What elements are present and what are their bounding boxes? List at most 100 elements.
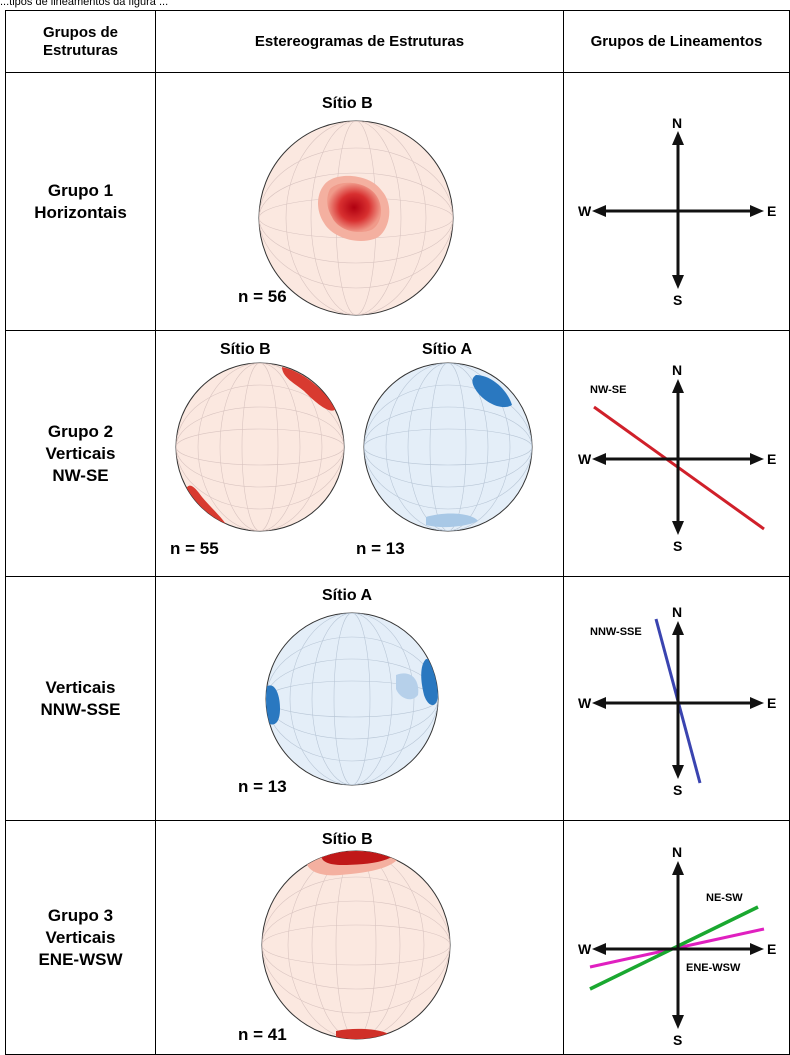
n-count: n = 56: [238, 287, 287, 306]
stereonet-grid: [364, 363, 532, 531]
header-groups-line2: Estruturas: [42, 41, 119, 59]
site-label: Sítio B: [220, 341, 271, 358]
table-row: Grupo 1 Horizontais Sítio B: [5, 72, 790, 331]
header-groups: Grupos de Estruturas: [5, 10, 156, 73]
lineament-label: ENE-WSW: [686, 962, 741, 974]
structures-table: Grupos de Estruturas Estereogramas de Es…: [5, 10, 790, 1055]
lineament-cell: N S E W NE-SW ENE-WSW: [563, 820, 790, 1055]
stereonet-circle-site-a: [363, 362, 533, 532]
n-count: n = 13: [238, 777, 287, 796]
group-label: Grupo 2: [47, 421, 114, 441]
compass-s: S: [673, 782, 682, 798]
compass-axes: [600, 387, 756, 527]
group-label: Verticais: [45, 927, 116, 947]
compass-s: S: [673, 538, 682, 554]
stereogram-plot: [258, 120, 454, 316]
n-count: n = 41: [238, 1025, 287, 1044]
lineament-cell: N S E W NW-SE: [563, 330, 790, 577]
stereonet-grid: [262, 851, 450, 1039]
east-arrow-icon: [750, 453, 764, 465]
compass-n: N: [672, 115, 682, 131]
stereogram-plot: [265, 612, 439, 786]
compass-w: W: [578, 695, 592, 711]
north-arrow-icon: [672, 379, 684, 393]
group-label: Grupo 3: [47, 905, 114, 925]
lineament-label: NE-SW: [706, 892, 743, 904]
density-contour: [186, 485, 230, 531]
density-contour: [266, 685, 280, 725]
header-groups-line1: Grupos de: [42, 23, 118, 41]
compass-diagram: N S E W NNW-SSE: [578, 604, 776, 798]
group-label: Grupo 1: [47, 180, 114, 200]
n-count: n = 55: [170, 539, 219, 558]
header-lineaments-label: Grupos de Lineamentos: [590, 32, 763, 50]
group-cell: Grupo 3 Verticais ENE-WSW: [5, 820, 156, 1055]
compass-w: W: [578, 451, 592, 467]
lineament-label: NW-SE: [590, 384, 626, 396]
compass-axes: [600, 139, 756, 281]
stereonet-grid: [266, 613, 438, 785]
west-arrow-icon: [592, 205, 606, 217]
density-contour: [426, 513, 478, 528]
east-arrow-icon: [750, 943, 764, 955]
group-label: Verticais: [45, 677, 116, 697]
group-label: ENE-WSW: [38, 949, 123, 969]
table-row: Verticais NNW-SSE Sítio A n = 13: [5, 576, 790, 821]
group-cell: Verticais NNW-SSE: [5, 576, 156, 821]
compass-diagram: N S E W: [578, 115, 776, 308]
density-contour-core: [327, 182, 382, 233]
lineament-cell: N S E W NNW-SSE: [563, 576, 790, 821]
compass-s: S: [673, 292, 682, 308]
east-arrow-icon: [750, 697, 764, 709]
north-arrow-icon: [672, 131, 684, 145]
stereogram-cell: Sítio A n = 13: [155, 576, 564, 821]
compass-n: N: [672, 844, 682, 860]
stereonet-circle: [265, 612, 439, 786]
west-arrow-icon: [592, 697, 606, 709]
site-label: Sítio A: [322, 587, 373, 604]
figure-caption: ...tipos de lineamentos da figura ...: [0, 0, 169, 8]
header-lineaments: Grupos de Lineamentos: [563, 10, 790, 73]
site-label: Sítio B: [322, 95, 373, 112]
lineament-cell: N S E W: [563, 72, 790, 331]
group-cell: Grupo 1 Horizontais: [5, 72, 156, 331]
compass-e: E: [767, 941, 776, 957]
site-label: Sítio B: [322, 831, 373, 848]
compass-diagram: N S E W NW-SE: [578, 362, 776, 554]
compass-axes: [600, 629, 756, 771]
density-contour: [282, 367, 336, 411]
south-arrow-icon: [672, 521, 684, 535]
compass-e: E: [767, 451, 776, 467]
group-label: Verticais: [45, 443, 116, 463]
table-row: Grupo 3 Verticais ENE-WSW Sítio B n = 41: [5, 820, 790, 1055]
density-contour: [472, 375, 512, 408]
compass-e: E: [767, 203, 776, 219]
compass-n: N: [672, 604, 682, 620]
density-contour: [396, 673, 419, 700]
header-stereograms: Estereogramas de Estruturas: [155, 10, 564, 73]
density-contour-core: [321, 851, 394, 865]
stereonet-grid: [176, 363, 344, 531]
group-label: NW-SE: [52, 465, 109, 485]
stereogram-cell: Sítio B n = 56: [155, 72, 564, 331]
compass-e: E: [767, 695, 776, 711]
stereogram-cell: Sítio B Sítio A: [155, 330, 564, 577]
n-count: n = 13: [356, 539, 405, 558]
west-arrow-icon: [592, 943, 606, 955]
group-label: Horizontais: [34, 202, 127, 222]
lineament-label: NNW-SSE: [590, 626, 642, 638]
stereogram-cell: Sítio B n = 41: [155, 820, 564, 1055]
stereogram-plot: [261, 850, 451, 1040]
compass-w: W: [578, 941, 592, 957]
compass-diagram: N S E W NE-SW ENE-WSW: [578, 844, 776, 1048]
compass-s: S: [673, 1032, 682, 1048]
south-arrow-icon: [672, 275, 684, 289]
stereogram-plot: [175, 362, 533, 532]
compass-w: W: [578, 203, 592, 219]
group-label: NNW-SSE: [40, 699, 121, 719]
group-cell: Grupo 2 Verticais NW-SE: [5, 330, 156, 577]
header-stereograms-label: Estereogramas de Estruturas: [254, 32, 465, 50]
north-arrow-icon: [672, 861, 684, 875]
table-row: Grupo 2 Verticais NW-SE Sítio B Sítio A: [5, 330, 790, 577]
compass-n: N: [672, 362, 682, 378]
